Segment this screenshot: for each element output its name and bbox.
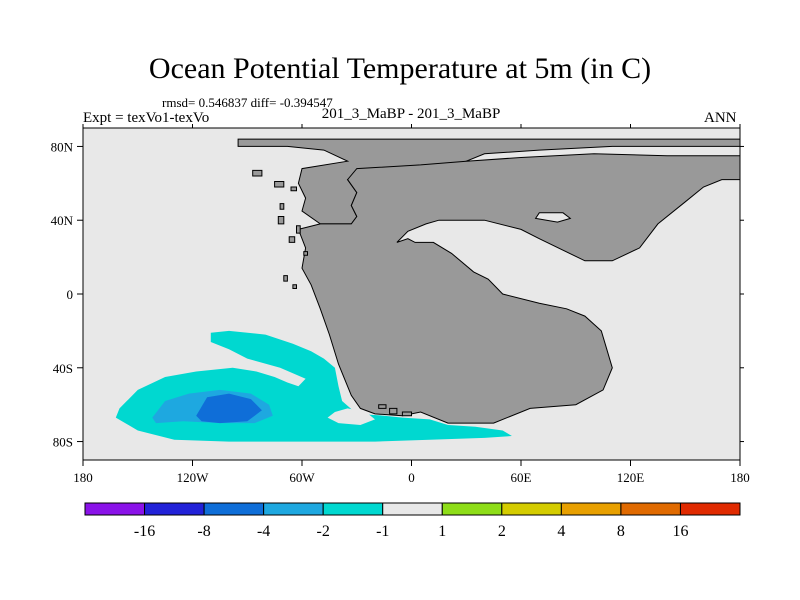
x-tick-label: 60W <box>289 470 315 485</box>
chart-title: Ocean Potential Temperature at 5m (in C) <box>148 52 652 85</box>
colorbar-swatch <box>382 502 443 516</box>
colorbar-swatch <box>441 502 503 516</box>
y-tick-label: 80N <box>51 139 74 154</box>
axis-layer: 180 120W 60W 0 60E 120E 180 80N 40N 0 40S 80S <box>51 124 750 485</box>
x-tick-label: 60E <box>511 470 532 485</box>
colorbar-swatch <box>84 502 146 516</box>
land-layer <box>237 138 740 424</box>
y-tick-label: 40N <box>51 213 74 228</box>
stats-label: rmsd= 0.546837 diff= -0.394547 <box>162 95 333 110</box>
x-tick-label: 120E <box>617 470 645 485</box>
land-island-13 <box>401 411 412 417</box>
land-island-5 <box>277 216 285 225</box>
land-island-11 <box>378 404 387 409</box>
x-tick-label: 120W <box>177 470 210 485</box>
land-island-4 <box>279 203 285 210</box>
land-island-6 <box>296 225 301 234</box>
lake-inland-sea <box>534 212 572 223</box>
season-label: ANN <box>704 110 737 126</box>
x-tick-label: 180 <box>73 470 93 485</box>
land-island-2 <box>274 181 285 188</box>
land-island-10 <box>292 284 297 289</box>
colorbar-label: 16 <box>672 523 688 540</box>
anomaly-cold-core-inner <box>196 393 262 424</box>
colorbar-label: 1 <box>438 523 446 540</box>
x-tick-label: 0 <box>408 470 415 485</box>
land-island-12 <box>389 407 398 415</box>
anomaly-warm-pocket <box>327 408 375 425</box>
colorbar-swatch <box>263 502 324 516</box>
y-tick-label: 80S <box>53 435 73 450</box>
colorbar-swatch <box>679 502 741 516</box>
colorbar-label: 2 <box>498 523 506 540</box>
colorbar: -16 -8 -4 -2 -1 1 2 4 8 16 <box>84 502 741 540</box>
colorbar-label: 4 <box>557 523 565 540</box>
land-island-1 <box>252 169 263 177</box>
land-supercontinent-south <box>297 153 740 424</box>
colorbar-label: 8 <box>617 523 625 540</box>
y-tick-label: 0 <box>67 287 74 302</box>
x-tick-label: 180 <box>730 470 750 485</box>
anomaly-layer <box>115 330 512 442</box>
land-island-8 <box>303 251 308 256</box>
colorbar-label: -2 <box>317 523 330 540</box>
colorbar-label: -8 <box>197 523 210 540</box>
land-island-9 <box>283 275 288 282</box>
land-island-3 <box>290 186 297 192</box>
colorbar-swatch <box>322 502 384 516</box>
experiment-label: Expt = texVo1-texVo <box>83 110 210 126</box>
colorbar-label: -1 <box>376 523 389 540</box>
colorbar-swatch <box>501 502 562 516</box>
case-label: 201_3_MaBP - 201_3_MaBP <box>321 106 501 122</box>
colorbar-label: -4 <box>257 523 270 540</box>
y-tick-label: 40S <box>53 361 73 376</box>
colorbar-swatch <box>560 502 622 516</box>
land-island-7 <box>288 236 296 243</box>
colorbar-swatch <box>144 502 205 516</box>
colorbar-swatch <box>620 502 681 516</box>
colorbar-swatch <box>203 502 265 516</box>
colorbar-label: -16 <box>134 523 155 540</box>
